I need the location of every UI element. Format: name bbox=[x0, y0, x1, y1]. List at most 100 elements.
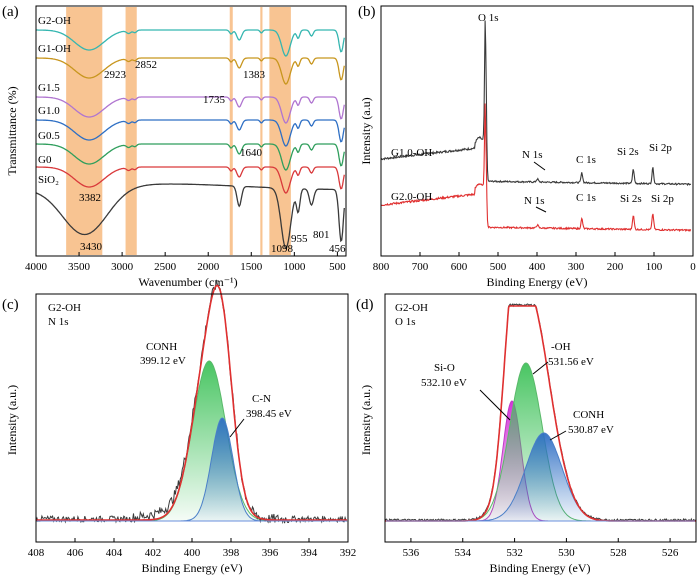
region-label: N 1s bbox=[48, 316, 68, 328]
x-tick-label: 100 bbox=[646, 261, 663, 273]
x-tick-label: 800 bbox=[373, 261, 390, 273]
component-energy: 398.45 eV bbox=[246, 408, 292, 420]
x-tick-label: 1000 bbox=[283, 261, 306, 273]
arrow bbox=[535, 206, 547, 213]
peak-label: C 1s bbox=[576, 154, 596, 166]
y-axis-label: Intensity (a.u) bbox=[359, 97, 373, 164]
arrow bbox=[532, 361, 549, 375]
region-label: O 1s bbox=[395, 316, 415, 328]
x-axis-ticks: 408 406 404 402 400 398 396 394 392 bbox=[28, 538, 357, 559]
sample-label: G2-OH bbox=[395, 302, 428, 314]
highlight-band bbox=[229, 7, 233, 255]
x-tick-label: 200 bbox=[607, 261, 624, 273]
plot-frame bbox=[35, 5, 347, 257]
x-tick-label: 396 bbox=[262, 547, 279, 559]
peak-label: C 1s bbox=[576, 192, 596, 204]
component-name: Si-O bbox=[434, 362, 455, 374]
x-tick-label: 392 bbox=[340, 547, 357, 559]
highlight-bands bbox=[66, 7, 291, 255]
x-tick-label: 300 bbox=[568, 261, 585, 273]
annotation: 1383 bbox=[243, 69, 266, 81]
panel-c: 408 406 404 402 400 398 396 394 392 (c) G2-OH N … bbox=[2, 279, 357, 575]
peak-label: Si 2p bbox=[649, 142, 672, 154]
component-energy: 531.56 eV bbox=[548, 356, 594, 368]
x-tick-label: 402 bbox=[145, 547, 162, 559]
peak-label: Si 2s bbox=[617, 146, 639, 158]
x-axis-ticks: 4000 3500 3000 2500 2000 1500 1000 500 bbox=[25, 252, 346, 273]
ftir-curves bbox=[35, 29, 345, 250]
component-peak bbox=[36, 360, 347, 522]
y-axis-label: Intensity (a.u.) bbox=[5, 385, 19, 455]
plot-frame bbox=[380, 5, 694, 257]
x-tick-label: 528 bbox=[610, 547, 627, 559]
component-energy: 399.12 eV bbox=[140, 355, 186, 367]
series-label: G1-OH bbox=[38, 43, 71, 55]
component-name: CONH bbox=[573, 409, 604, 421]
x-tick-label: 400 bbox=[529, 261, 546, 273]
component-name: -OH bbox=[551, 341, 571, 353]
peak-label: N 1s bbox=[522, 149, 542, 161]
x-tick-label: 0 bbox=[690, 261, 696, 273]
x-tick-label: 532 bbox=[506, 547, 523, 559]
x-tick-label: 404 bbox=[106, 547, 123, 559]
o1s-curves bbox=[384, 303, 697, 522]
x-axis-ticks: 800 700 600 500 400 300 200 100 0 bbox=[373, 252, 696, 273]
survey-line bbox=[380, 20, 692, 187]
x-tick-label: 400 bbox=[184, 547, 201, 559]
ftir-line bbox=[36, 96, 345, 124]
x-axis-ticks: 536 534 532 530 528 526 bbox=[403, 538, 679, 559]
x-tick-label: 1500 bbox=[240, 261, 263, 273]
ftir-line bbox=[35, 183, 345, 250]
panel-a: 4000 3500 3000 2500 2000 1500 1000 500 (a) G2-O… bbox=[2, 4, 347, 289]
x-tick-label: 2500 bbox=[154, 261, 177, 273]
x-tick-label: 3000 bbox=[111, 261, 134, 273]
arrow bbox=[229, 418, 245, 438]
n1s-curves bbox=[35, 279, 348, 525]
x-tick-label: 394 bbox=[301, 547, 318, 559]
ftir-line bbox=[36, 143, 345, 171]
y-axis-label: Intensity (a.u.) bbox=[359, 385, 373, 455]
series-label: G1.5 bbox=[38, 82, 60, 94]
highlight-band bbox=[125, 7, 137, 255]
series-label: G1.0-OH bbox=[391, 147, 432, 159]
survey-line bbox=[380, 103, 692, 233]
x-tick-label: 600 bbox=[451, 261, 468, 273]
x-tick-label: 526 bbox=[662, 547, 679, 559]
panel-label-b: (b) bbox=[358, 4, 376, 20]
annotation: 2852 bbox=[135, 59, 157, 71]
x-tick-label: 4000 bbox=[25, 261, 48, 273]
x-tick-label: 3500 bbox=[68, 261, 91, 273]
panel-b: 800 700 600 500 400 300 200 100 0 (b) O 1s N 1s … bbox=[358, 4, 696, 289]
annotation: 1098 bbox=[271, 243, 294, 255]
y-axis-label: Transmittance (%) bbox=[5, 86, 19, 175]
arrow bbox=[479, 389, 511, 421]
x-tick-label: 700 bbox=[412, 261, 429, 273]
component-peak bbox=[385, 432, 696, 522]
peak-label: Si 2s bbox=[620, 193, 642, 205]
annotation: 1735 bbox=[203, 94, 226, 106]
panel-label-c: (c) bbox=[2, 297, 19, 313]
x-axis-label: Binding Energy (eV) bbox=[486, 275, 587, 289]
ftir-line bbox=[36, 166, 345, 194]
series-label: G1.0 bbox=[38, 105, 60, 117]
x-tick-label: 2000 bbox=[197, 261, 220, 273]
ftir-line bbox=[36, 29, 345, 57]
ftir-line bbox=[36, 119, 345, 147]
x-tick-label: 500 bbox=[490, 261, 507, 273]
panel-label-d: (d) bbox=[356, 297, 374, 313]
component-name: C-N bbox=[252, 393, 271, 405]
fit-envelope bbox=[36, 284, 347, 521]
peak-label: Si 2p bbox=[651, 193, 674, 205]
plot-frame bbox=[384, 293, 697, 543]
panel-label-a: (a) bbox=[2, 4, 19, 20]
series-label: SiO₂ bbox=[38, 174, 59, 186]
annotation: 2923 bbox=[104, 69, 127, 81]
x-axis-label: Wavenumber (cm⁻¹) bbox=[138, 275, 237, 289]
x-tick-label: 500 bbox=[329, 261, 346, 273]
annotation: 801 bbox=[313, 229, 330, 241]
annotation: 1640 bbox=[240, 147, 263, 159]
peak-label: O 1s bbox=[478, 12, 498, 24]
series-label: G0.5 bbox=[38, 130, 60, 142]
arrow bbox=[549, 430, 567, 441]
